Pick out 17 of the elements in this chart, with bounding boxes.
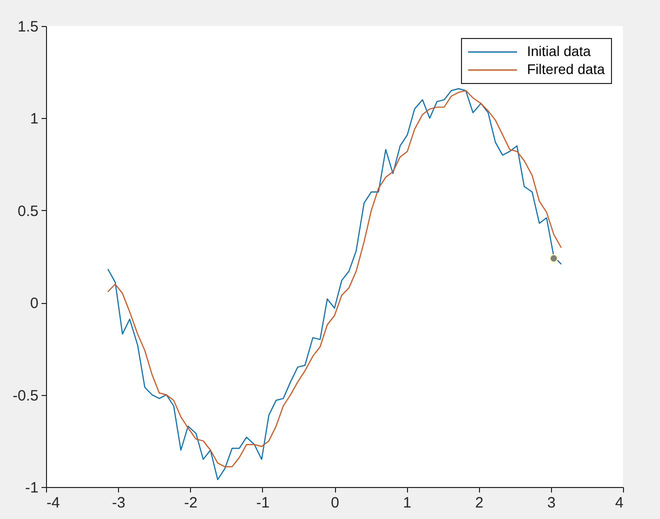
legend-label: Initial data [527, 43, 592, 59]
y-tick-label: -1 [25, 480, 38, 496]
x-tick-label: -2 [184, 494, 198, 512]
x-tick-label: 3 [547, 494, 556, 512]
legend-label: Filtered data [527, 61, 606, 77]
x-tick-label: 4 [615, 494, 624, 512]
y-tick-label: 1 [30, 110, 38, 128]
x-tick-label: -3 [112, 494, 126, 512]
x-tick-label: -4 [46, 494, 60, 512]
x-tick-label: -1 [256, 494, 270, 512]
y-tick-label: 0 [30, 295, 38, 312]
x-tick-label: 0 [330, 494, 340, 512]
x-tick-label: 2 [475, 494, 484, 512]
y-tick-label: 0.5 [18, 202, 38, 220]
y-tick-label: -0.5 [12, 387, 38, 404]
y-tick-label: 1.5 [18, 18, 38, 36]
x-tick-label: 1 [402, 494, 412, 512]
